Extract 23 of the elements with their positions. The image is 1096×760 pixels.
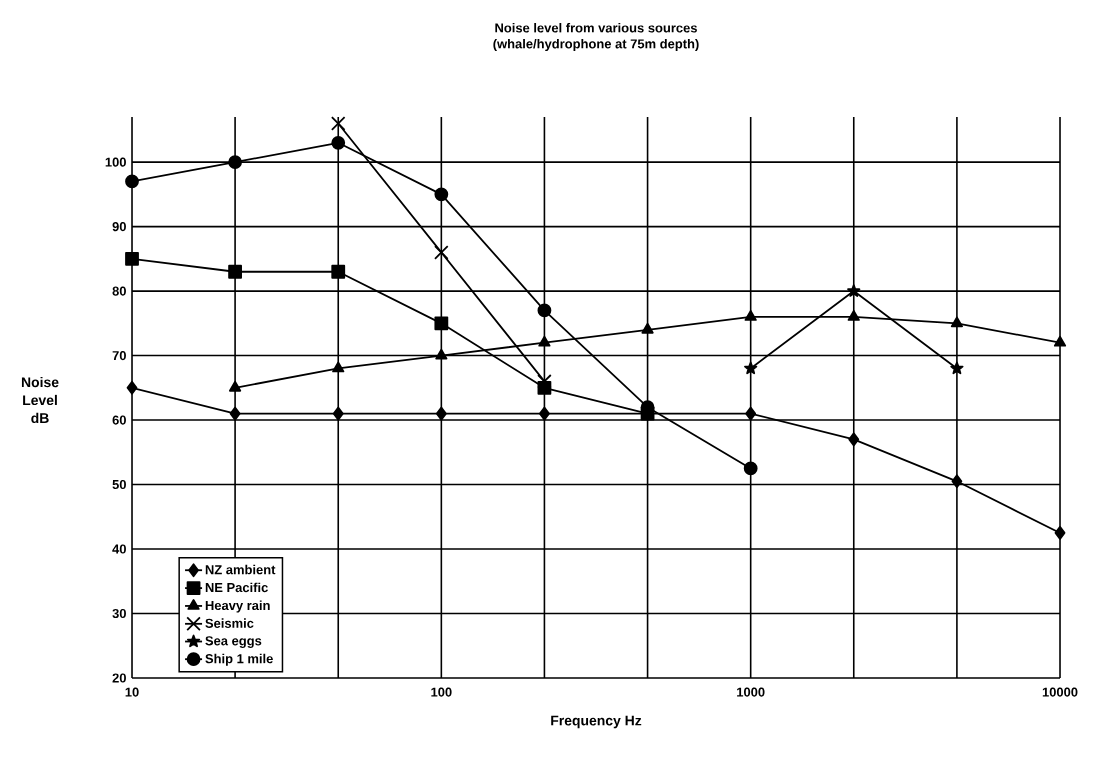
legend-label: NZ ambient (205, 564, 276, 575)
y-tick-label: 40 (112, 544, 126, 554)
x-tick-label: 1000 (737, 687, 765, 697)
y-tick-label: 20 (112, 673, 126, 683)
x-tick-label: 100 (431, 687, 452, 697)
legend-label: Heavy rain (205, 600, 270, 613)
y-tick-label: 90 (112, 222, 126, 232)
y-tick-label: 60 (112, 415, 126, 425)
y-tick-label: 50 (112, 479, 126, 490)
x-axis-title: Frequency Hz (551, 715, 642, 729)
y-tick-label: 30 (112, 608, 126, 619)
chart-subtitle: (whale/hydrophone at 75m depth) (493, 38, 699, 51)
y-tick-label: 70 (112, 350, 126, 361)
legend-label: Ship 1 mile (205, 653, 273, 666)
legend-label: Seismic (205, 618, 254, 628)
y-tick-label: 100 (105, 157, 126, 167)
x-tick-label: 10 (125, 687, 139, 697)
chart-title: Noise level from various sources (495, 22, 697, 33)
legend-label: Sea eggs (205, 636, 262, 649)
y-axis-title: Noise Level dB (21, 376, 59, 424)
y-tick-label: 80 (112, 286, 126, 296)
x-tick-label: 10000 (1042, 687, 1078, 697)
legend-label: NE Pacific (205, 582, 268, 593)
